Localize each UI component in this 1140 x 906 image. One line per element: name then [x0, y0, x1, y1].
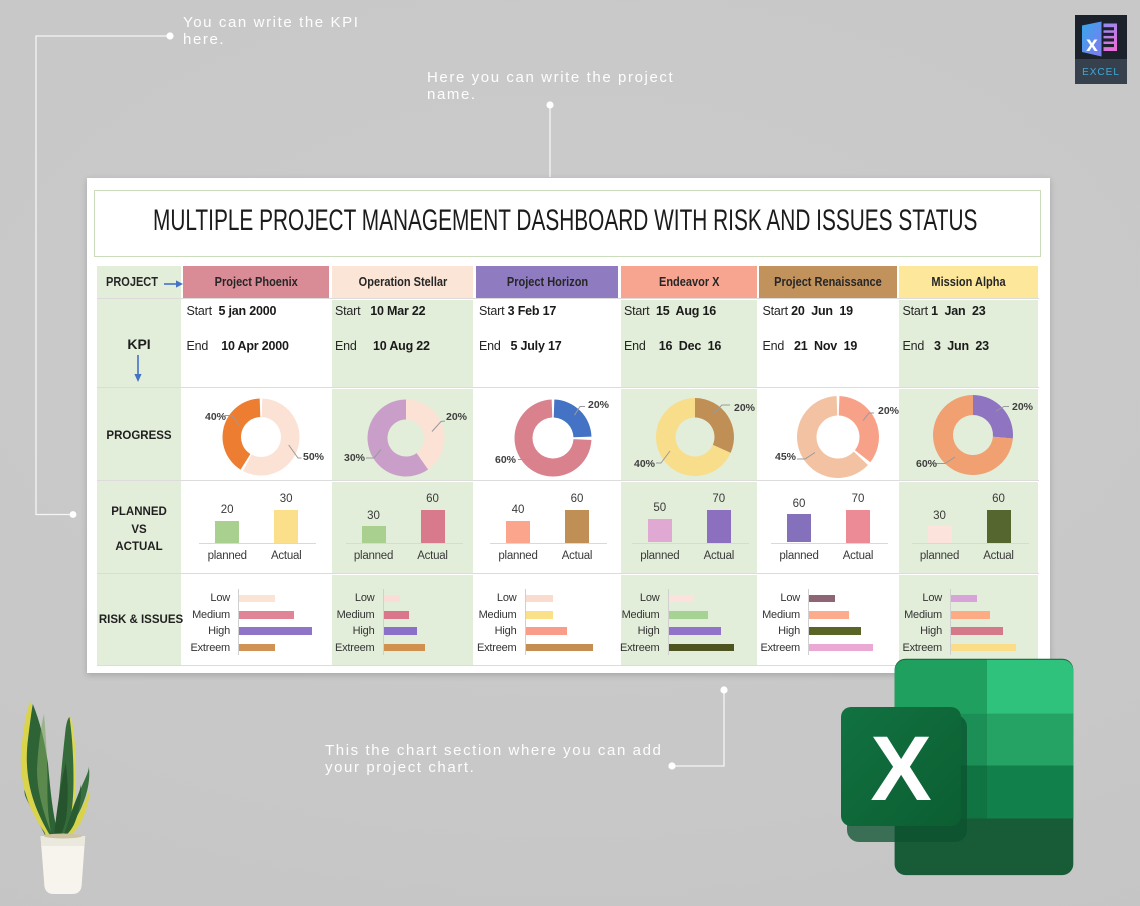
svg-text:x: x	[1086, 33, 1098, 56]
svg-text:X: X	[870, 718, 931, 820]
svg-text:EXCEL: EXCEL	[1082, 67, 1120, 78]
